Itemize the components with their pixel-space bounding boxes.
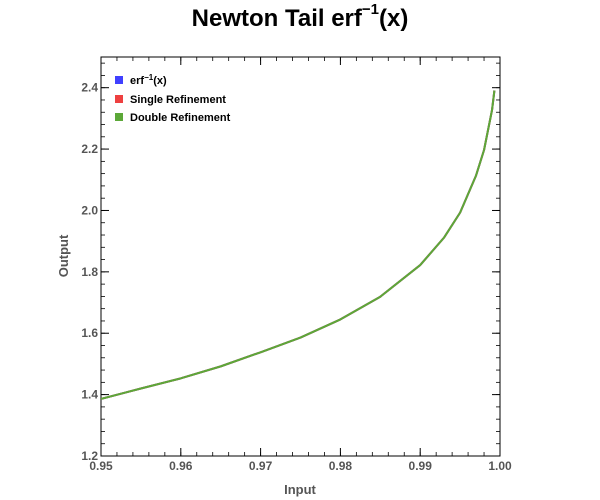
x-tick-label: 0.98 <box>329 459 353 473</box>
legend: erf−1(x) Single Refinement Double Refine… <box>115 73 231 124</box>
x-tick-label: 1.00 <box>488 459 512 473</box>
plot-frame <box>100 56 501 457</box>
series-lines <box>101 90 496 400</box>
x-tick-label: 0.95 <box>89 459 113 473</box>
legend-label-double-refinement: Double Refinement <box>130 112 231 124</box>
y-tick-label: 2.2 <box>81 142 98 156</box>
y-tick-label: 1.8 <box>81 265 98 279</box>
x-tick-label: 0.96 <box>169 459 193 473</box>
series-line-erfinv <box>101 90 496 400</box>
chart-title: Newton Tail erf−1(x) <box>0 1 600 33</box>
legend-label-erfinv: erf−1(x) <box>130 73 167 87</box>
axis-tick-labels: 0.95 0.96 0.97 0.98 0.99 1.00 1.2 1.4 1.6 1.8 2.0 2… <box>81 81 512 473</box>
chart-title-suffix: (x) <box>379 5 409 32</box>
y-tick-label: 1.4 <box>81 388 98 402</box>
axis-ticks <box>100 57 501 457</box>
y-axis-label: Output <box>56 234 71 277</box>
legend-swatch-erfinv <box>115 76 123 84</box>
y-tick-label: 1.2 <box>81 449 98 463</box>
legend-swatch-double-refinement <box>115 113 123 121</box>
chart-title-superscript: −1 <box>361 1 379 18</box>
series-line-single-refinement <box>101 90 496 400</box>
series-line-double-refinement <box>101 90 496 400</box>
x-tick-label: 0.99 <box>409 459 433 473</box>
legend-label-single-refinement: Single Refinement <box>130 94 226 106</box>
y-tick-label: 1.6 <box>81 326 98 340</box>
y-tick-label: 2.0 <box>81 203 98 217</box>
x-axis-label: Input <box>284 482 316 497</box>
y-tick-label: 2.4 <box>81 81 98 95</box>
x-tick-label: 0.97 <box>249 459 273 473</box>
chart-title-prefix: Newton Tail erf <box>191 5 362 32</box>
legend-swatch-single-refinement <box>115 95 123 103</box>
